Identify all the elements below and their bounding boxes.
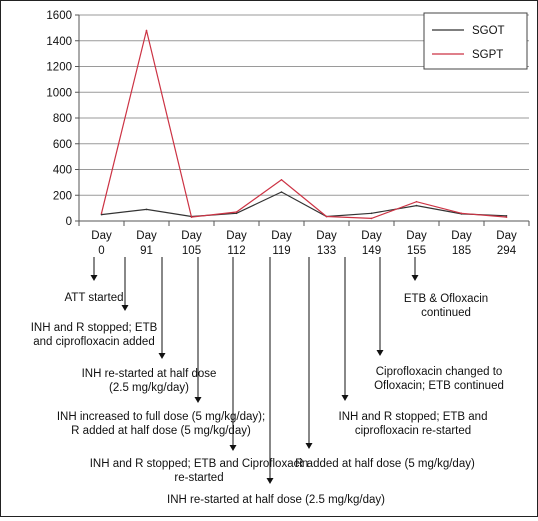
annotation-text: and ciprofloxacin added [33, 336, 154, 348]
x-tick-labels: Day 0 Day 91 Day 105 Day 112 Day 119 Day 133 Day 149 D… [91, 230, 517, 257]
x-tick-label: Day [496, 230, 517, 242]
series-line-sgot [101, 191, 507, 218]
annotation-arrow-head [305, 443, 313, 449]
x-tick-label: 185 [452, 245, 471, 257]
y-tick-label: 1400 [46, 36, 72, 48]
y-tick-label: 1200 [46, 62, 72, 74]
x-tick-label: Day [181, 230, 202, 242]
x-tick-label: Day [451, 230, 472, 242]
legend-label: SGOT [472, 25, 505, 37]
x-tick-label: Day [136, 230, 157, 242]
y-tick-label: 1000 [46, 87, 72, 99]
y-tick-label: 0 [66, 216, 72, 228]
data-point [190, 216, 193, 218]
x-tick-label: 119 [272, 245, 290, 257]
annotation-text: continued [421, 307, 471, 319]
annotation-text: ETB & Ofloxacin [404, 293, 488, 305]
x-tick-label: 105 [182, 245, 201, 257]
annotation-text: Ciprofloxacin changed to [376, 366, 503, 378]
data-point [145, 208, 148, 211]
annotation-arrow-head [90, 275, 98, 281]
x-tick-label: Day [91, 230, 112, 242]
legend: SGOT SGPT [423, 12, 528, 70]
x-tick-label: 0 [98, 245, 104, 257]
data-point [235, 212, 238, 215]
y-tick-label: 200 [53, 190, 72, 202]
data-point [235, 211, 238, 213]
annotation-text: INH re-started at half dose (2.5 mg/kg/d… [167, 494, 385, 506]
annotation-arrow-head [121, 305, 129, 311]
x-tick-label: Day [226, 230, 247, 242]
y-tick-label: 800 [53, 113, 72, 125]
data-point [505, 216, 508, 218]
x-tick-label: Day [271, 230, 292, 242]
x-tick-label: Day [406, 230, 427, 242]
data-point [370, 212, 373, 215]
annotation-arrow-head [341, 395, 349, 401]
data-point [100, 213, 103, 216]
data-point [460, 212, 463, 215]
x-tick-label: 112 [227, 245, 245, 257]
annotation-text: R added at half dose (5 mg/kg/day) [71, 425, 251, 437]
annotation-text: INH and R stopped; ETB and Ciprofloxacin [90, 458, 309, 470]
annotation-text: INH re-started at half dose [82, 368, 217, 380]
data-point [415, 200, 418, 203]
x-tick-label: 91 [140, 245, 153, 257]
x-tick-label: Day [316, 230, 337, 242]
annotations: ATT started INH and R stopped; ETB and cip… [31, 257, 504, 506]
y-tick-label: 1600 [46, 10, 72, 22]
annotation-arrow-head [194, 397, 202, 403]
data-point [370, 217, 373, 220]
annotation-arrow-head [266, 478, 274, 484]
y-tick-label: 400 [53, 165, 72, 177]
legend-label: SGPT [472, 49, 503, 61]
data-point [280, 179, 283, 181]
x-tick-label: 133 [317, 245, 336, 257]
data-point [100, 212, 103, 215]
x-tick-label: 155 [407, 245, 426, 257]
annotation-text: INH and R stopped; ETB [31, 322, 158, 334]
legend-box [423, 12, 528, 70]
annotation-text: INH increased to full dose (5 mg/kg/day)… [57, 411, 265, 423]
data-point [505, 215, 508, 217]
x-tick-label: 149 [362, 245, 381, 257]
annotation-text: Ofloxacin; ETB continued [374, 380, 504, 392]
annotation-arrow-head [376, 350, 384, 356]
annotation-arrow-head [158, 353, 166, 359]
x-tick-label: 294 [497, 245, 517, 257]
data-point [325, 215, 328, 218]
annotation-text: ATT started [64, 292, 123, 304]
annotation-arrow-head [411, 275, 419, 281]
data-point [280, 191, 283, 193]
annotation-text: R added at half dose (5 mg/kg/day) [295, 458, 475, 470]
axes: 0 200 400 600 800 1000 1200 1400 1600 [46, 10, 530, 228]
grid [79, 14, 529, 222]
annotation-text: re-started [174, 472, 223, 484]
annotation-text: INH and R stopped; ETB and [339, 411, 488, 423]
annotation-arrow-head [229, 445, 237, 451]
y-tick-label: 600 [53, 139, 72, 151]
series-line-sgpt [100, 30, 507, 220]
x-tick-label: Day [361, 230, 382, 242]
annotation-text: ciprofloxacin re-started [355, 425, 471, 437]
data-point [145, 29, 148, 32]
annotation-text: (2.5 mg/kg/day) [109, 382, 189, 394]
series [100, 29, 508, 220]
data-point [415, 204, 418, 207]
